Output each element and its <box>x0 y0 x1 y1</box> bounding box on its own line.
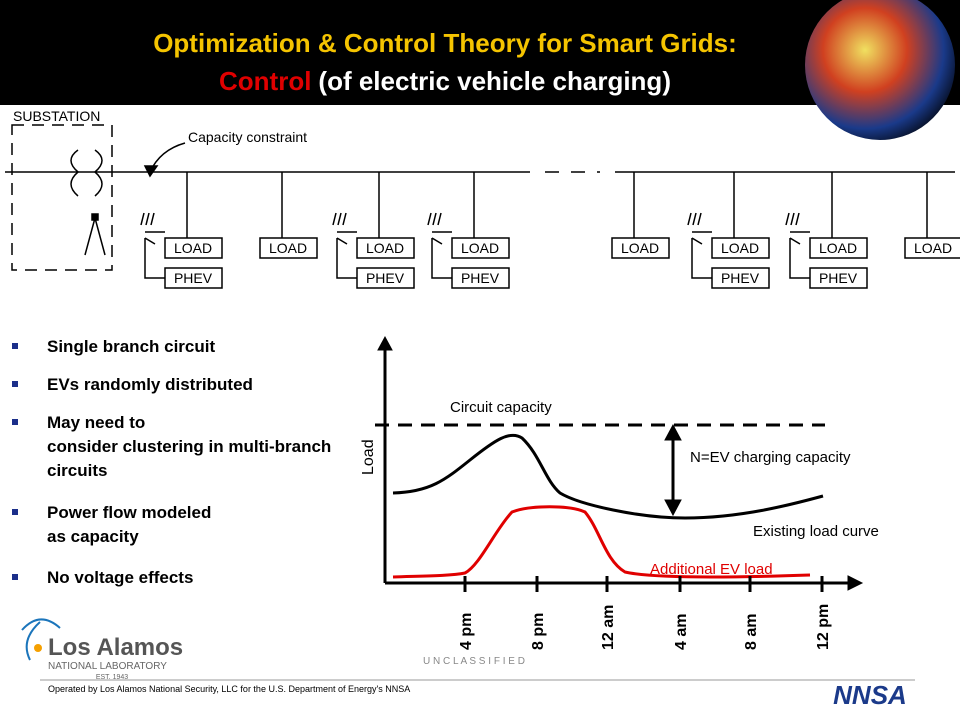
bullet-line: consider clustering in multi-branch <box>47 437 331 456</box>
arrowhead <box>143 165 159 178</box>
load-label: LOAD <box>914 240 952 256</box>
bullet-marker <box>12 419 18 425</box>
existing-load-label: Existing load curve <box>753 523 879 540</box>
load-box <box>356 237 415 259</box>
phev-label: PHEV <box>721 270 760 286</box>
x-tick-label: 4 pm <box>458 613 475 650</box>
load-label: LOAD <box>621 240 659 256</box>
operated-by: Operated by Los Alamos National Security… <box>48 684 410 694</box>
load-box <box>809 237 868 259</box>
bullet-marker <box>12 343 18 349</box>
bullet-text: Power flow modeled as capacity <box>47 503 211 546</box>
load-box <box>711 237 770 259</box>
logo: Los Alamos NATIONAL LABORATORY EST. 1943 <box>21 618 183 681</box>
bullet-marker <box>12 574 18 580</box>
nnsa-logo: NNSA <box>833 680 907 710</box>
phev-box <box>164 267 223 289</box>
header-band <box>0 0 960 105</box>
load-box <box>904 237 960 259</box>
load-group: LOAD PHEV LOAD LOAD PHEV LOAD PHEV LOAD LOAD PHEV… <box>140 172 960 289</box>
load-box <box>451 237 510 259</box>
load-label: LOAD <box>366 240 404 256</box>
load-box <box>259 237 318 259</box>
title-line2: Control (of electric vehicle charging) <box>219 66 671 96</box>
logo-mark <box>21 618 61 661</box>
logo-est: EST. 1943 <box>96 674 128 681</box>
bullet-line: circuits <box>47 461 107 480</box>
load-label: LOAD <box>269 240 307 256</box>
time-axis: 4 pm 8 pm 12 am 4 am 8 am 12 pm <box>458 576 832 650</box>
bullet-marker <box>12 509 18 515</box>
bullet-line: as capacity <box>47 527 139 546</box>
load-label: LOAD <box>819 240 857 256</box>
bullet-text: Single branch circuit <box>47 337 215 356</box>
circuit-diagram <box>5 124 955 271</box>
load-box <box>164 237 223 259</box>
load-label: LOAD <box>461 240 499 256</box>
switch-dot <box>91 213 99 221</box>
capacity-constraint: Capacity constraint <box>188 129 307 145</box>
title-rest: (of electric vehicle charging) <box>318 66 671 96</box>
header-image <box>805 0 955 140</box>
load-label: LOAD <box>174 240 212 256</box>
bullet-text: May need to consider clustering in multi-… <box>47 413 331 480</box>
arrowhead <box>377 335 393 351</box>
logo-dot <box>34 644 42 652</box>
bullet-marker <box>12 381 18 387</box>
phev-box <box>711 267 770 289</box>
x-tick-label: 8 pm <box>530 613 547 650</box>
existing-load-curve <box>392 433 824 520</box>
x-tick-label: 4 am <box>673 614 690 650</box>
load-box <box>611 237 670 259</box>
arrowhead <box>847 575 864 591</box>
ev-switch <box>140 212 165 279</box>
ev-load-curve <box>392 505 811 579</box>
bullet-text: EVs randomly distributed <box>47 375 253 394</box>
ev-switch <box>687 212 712 279</box>
classification: U N C L A S S I F I E D <box>423 656 525 667</box>
ev-switch <box>332 212 357 279</box>
ground-switch <box>84 217 106 256</box>
substation-box <box>11 124 113 271</box>
x-tick-label: 12 am <box>600 605 617 650</box>
x-tick-label: 12 pm <box>815 604 832 650</box>
bullet-line: May need to <box>47 413 145 432</box>
phev-label: PHEV <box>461 270 500 286</box>
bullet-list: Single branch circuit EVs randomly distri… <box>12 337 331 587</box>
logo-sub: NATIONAL LABORATORY <box>48 661 167 672</box>
ev-switch <box>427 212 452 279</box>
load-plot <box>375 335 864 591</box>
phev-box <box>809 267 868 289</box>
phev-label: PHEV <box>366 270 405 286</box>
ev-switch <box>785 212 810 279</box>
circuit-capacity-label: Circuit capacity <box>450 399 552 416</box>
logo-name: Los Alamos <box>48 634 183 661</box>
bullet-line: Power flow modeled <box>47 503 211 522</box>
phev-label: PHEV <box>819 270 858 286</box>
load-label: LOAD <box>721 240 759 256</box>
phev-label: PHEV <box>174 270 213 286</box>
substation-label: SUBSTATION <box>13 108 100 124</box>
phev-box <box>451 267 510 289</box>
title-control: Control <box>219 66 311 96</box>
phev-box <box>356 267 415 289</box>
bullet-text: No voltage effects <box>47 568 193 587</box>
ev-capacity-label: N=EV charging capacity <box>690 449 851 466</box>
arrowheads <box>664 423 682 517</box>
x-tick-label: 8 am <box>743 614 760 650</box>
additional-load-label: Additional EV load <box>650 561 773 578</box>
title-line1: Optimization & Control Theory for Smart … <box>153 28 737 58</box>
transformer <box>70 149 103 197</box>
y-axis-label: Load <box>360 439 377 475</box>
